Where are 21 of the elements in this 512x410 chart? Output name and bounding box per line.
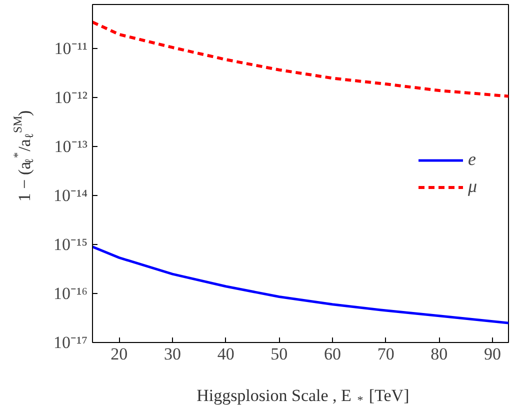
x-tick-label: 90 (484, 344, 501, 364)
x-tick-label: 80 (430, 344, 448, 364)
y-tick-label: 10⁻¹⁵ (53, 235, 88, 254)
x-tick-label: 60 (324, 344, 341, 364)
y-tick-label: 10⁻¹⁷ (53, 333, 88, 352)
legend-label: e (468, 149, 477, 170)
y-tick-label: 10⁻¹¹ (54, 39, 88, 58)
y-tick-label: 10⁻¹⁶ (53, 284, 88, 304)
legend-label: μ (468, 176, 478, 197)
y-tick-label: 10⁻¹⁴ (53, 186, 88, 206)
line-series (92, 20, 508, 98)
x-tick-label: 40 (217, 344, 234, 364)
x-tick-label: 20 (110, 344, 128, 364)
y-axis-title: 1 − (aℓ*/aℓSM) (10, 110, 36, 202)
y-tick-label: 10⁻¹³ (54, 137, 88, 156)
x-tick-label: 70 (377, 344, 394, 364)
y-tick-label: 10⁻¹² (54, 88, 88, 108)
x-tick-label: 50 (270, 344, 288, 364)
line-series (92, 246, 508, 324)
x-tick-label: 30 (164, 344, 181, 364)
x-axis-title: Higgsplosion Scale , E* [TeV] (196, 386, 410, 407)
